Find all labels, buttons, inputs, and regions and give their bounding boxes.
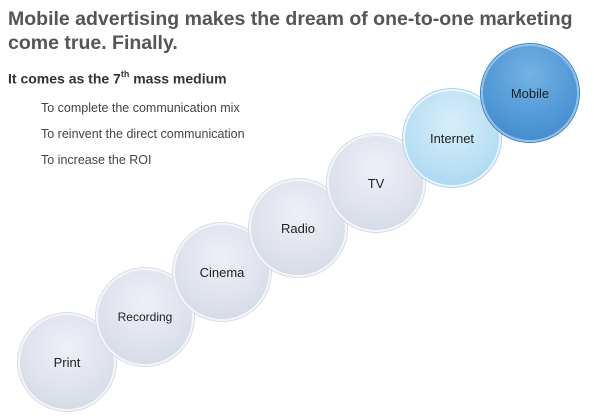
medium-circle-cinema: Cinema	[173, 223, 271, 321]
slide-subtitle: It comes as the 7th mass medium	[8, 69, 227, 87]
bullet-list: To complete the communication mix To rei…	[41, 99, 245, 177]
bullet-item: To increase the ROI	[41, 153, 152, 167]
medium-label: TV	[367, 175, 385, 191]
medium-label: Mobile	[510, 85, 550, 101]
subtitle-superscript: th	[120, 69, 130, 79]
medium-label: Internet	[429, 130, 475, 146]
medium-label: Recording	[117, 310, 173, 324]
subtitle-suffix: mass medium	[129, 70, 227, 87]
slide-title: Mobile advertising makes the dream of on…	[8, 8, 573, 54]
medium-circle-recording: Recording	[96, 268, 194, 366]
medium-label: Cinema	[199, 264, 245, 280]
bullet-item: To complete the communication mix	[41, 101, 240, 115]
medium-circle-mobile: Mobile	[481, 44, 579, 142]
bullet-item: To reinvent the direct communication	[41, 127, 245, 141]
medium-label: Print	[53, 354, 81, 370]
medium-label: Radio	[281, 220, 315, 236]
subtitle-prefix: It comes as the 7	[8, 70, 121, 87]
